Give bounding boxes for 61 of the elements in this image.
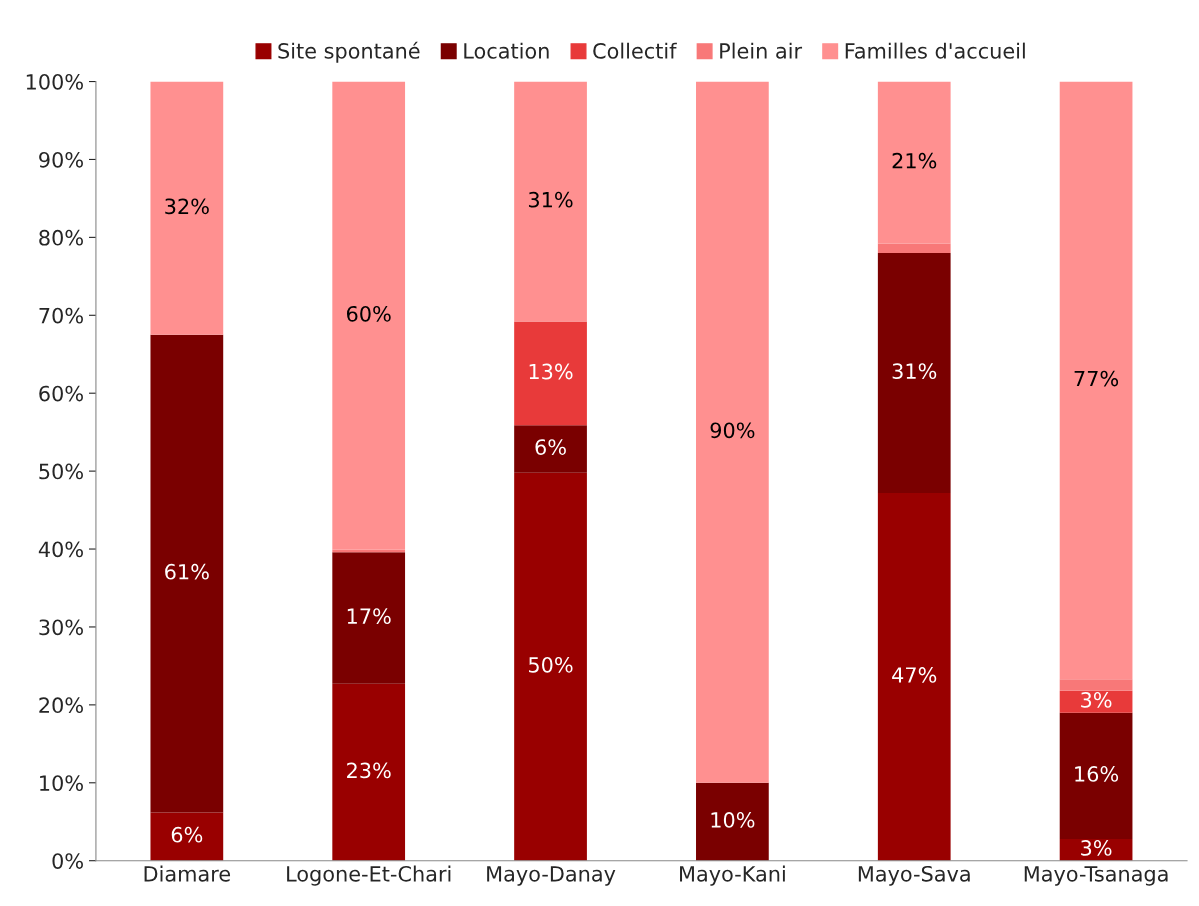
- data-label: 31%: [528, 191, 573, 208]
- legend-label: Location: [464, 42, 549, 59]
- x-tick-label: Mayo-Sava: [858, 865, 970, 886]
- legend-label: Familles d'accueil: [845, 42, 1025, 59]
- y-tick-label: 40%: [38, 541, 83, 558]
- legend-label: Collectif: [593, 42, 677, 59]
- bar: [1059, 679, 1133, 691]
- x-tick-label: Mayo-Tsanaga: [1024, 866, 1168, 886]
- data-label: 90%: [710, 422, 755, 439]
- bar: [332, 81, 406, 550]
- x-tick-label: Mayo-Danay: [487, 866, 616, 886]
- bar: [877, 81, 951, 244]
- bar: [696, 782, 769, 861]
- y-tick-label: 0%: [52, 853, 83, 869]
- y-tick-label: 60%: [39, 385, 83, 402]
- bar: [514, 472, 587, 861]
- y-tick-label: 100%: [26, 73, 83, 90]
- data-label: 13%: [529, 363, 573, 380]
- data-label: 6%: [171, 826, 203, 843]
- x-tick-label: Mayo-Kani: [680, 865, 785, 886]
- data-label: 47%: [892, 667, 937, 683]
- data-label: 50%: [529, 656, 573, 673]
- y-tick-label: 70%: [39, 307, 83, 324]
- bar: [877, 243, 951, 253]
- bar: [1059, 712, 1133, 839]
- y-tick-label: 20%: [39, 697, 83, 714]
- data-label: 17%: [347, 608, 391, 625]
- bar: [150, 81, 224, 335]
- bar: [696, 81, 769, 783]
- data-label: 32%: [165, 198, 209, 215]
- y-tick-label: 10%: [40, 775, 83, 791]
- y-tick-label: 50%: [39, 463, 83, 480]
- data-label: 23%: [347, 762, 391, 779]
- bar: [1059, 690, 1133, 713]
- data-label: 3%: [1081, 692, 1112, 708]
- bar: [150, 812, 224, 861]
- x-tick-label: Diamare: [144, 865, 231, 882]
- data-label: 16%: [1075, 766, 1119, 782]
- data-label: 21%: [892, 152, 937, 169]
- data-label: 31%: [892, 363, 937, 379]
- bar: [877, 492, 951, 861]
- data-label: 77%: [1074, 370, 1119, 387]
- bar: [332, 683, 406, 861]
- data-label: 60%: [346, 305, 391, 322]
- data-label: 61%: [165, 563, 209, 580]
- bar: [514, 81, 587, 322]
- legend-label: Site spontané: [278, 41, 420, 63]
- data-label: 6%: [535, 439, 566, 455]
- data-label: 10%: [711, 812, 755, 828]
- bar: [1059, 81, 1133, 680]
- bar: [877, 252, 951, 493]
- bar: [514, 425, 587, 473]
- y-tick-label: 30%: [39, 619, 83, 636]
- data-label: 3%: [1081, 840, 1112, 856]
- legend-label: Plein air: [720, 42, 803, 59]
- x-tick-label: Logone-Et-Chari: [287, 865, 451, 886]
- bar: [514, 321, 587, 426]
- y-tick-label: 80%: [39, 229, 83, 246]
- bar: [332, 552, 406, 684]
- bar: [150, 334, 224, 813]
- y-tick-label: 90%: [39, 151, 83, 168]
